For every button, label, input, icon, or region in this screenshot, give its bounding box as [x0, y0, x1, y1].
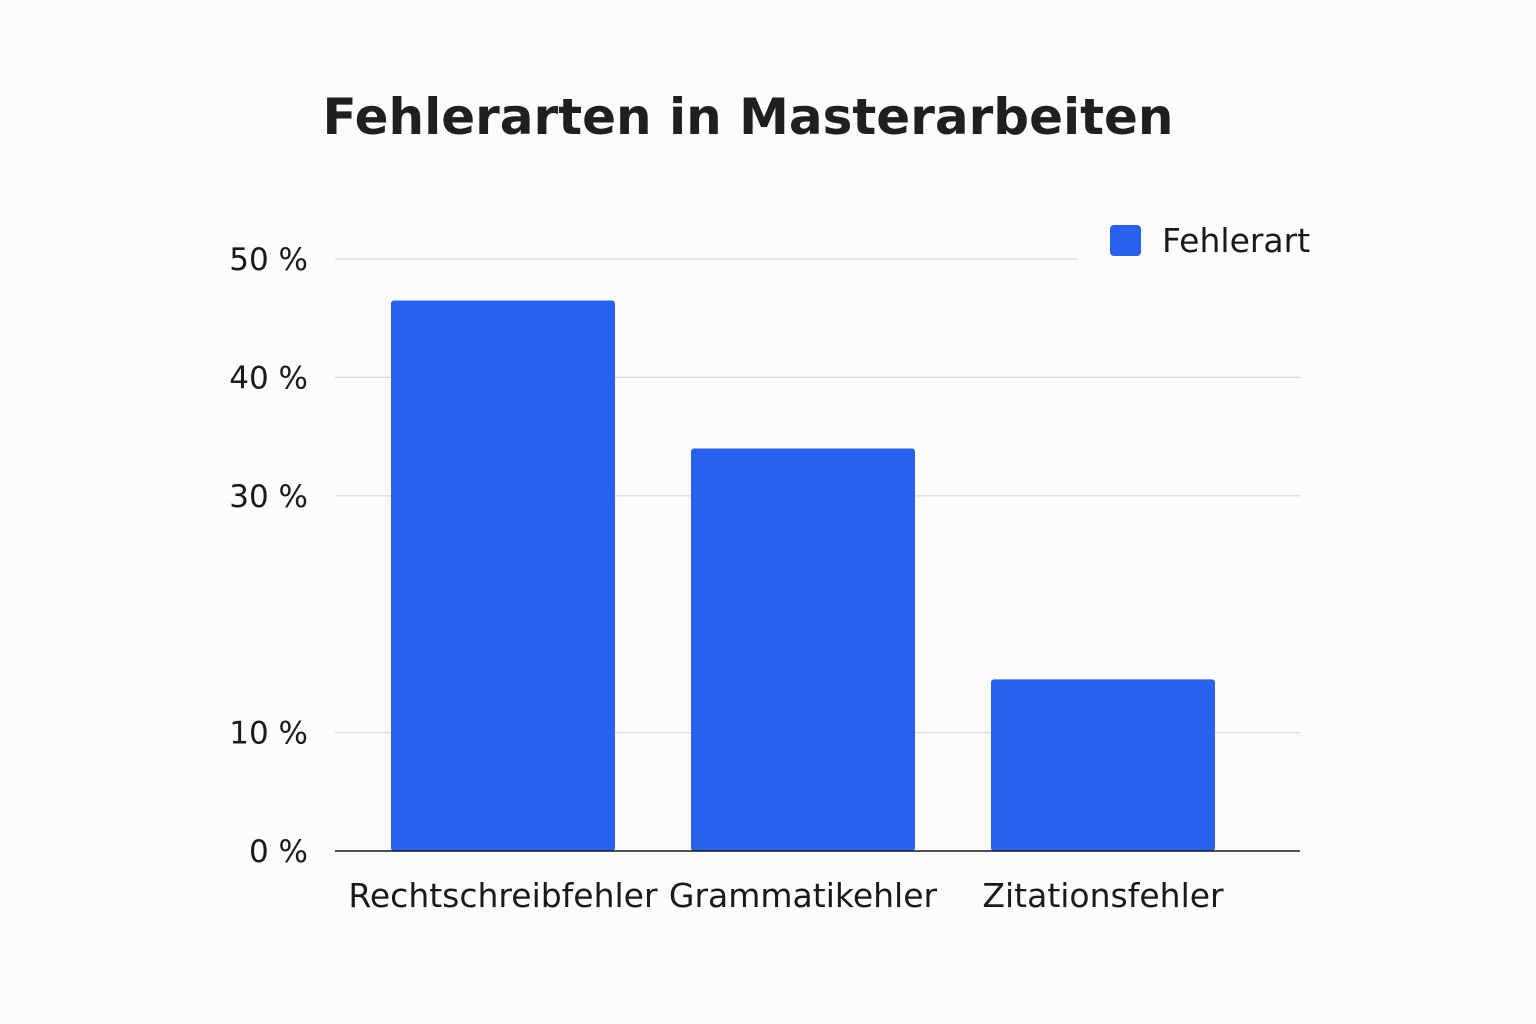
x-tick-label: Zitationsfehler	[982, 876, 1224, 915]
legend-swatch	[1110, 225, 1141, 256]
bar	[391, 300, 615, 851]
bar	[991, 679, 1215, 851]
bar	[691, 448, 915, 851]
x-tick-label: Rechtschreibfehler	[348, 876, 658, 915]
chart-title: Fehlerarten in Masterarbeiten	[322, 88, 1174, 146]
legend-label: Fehlerart	[1162, 221, 1310, 260]
y-tick-label: 40 %	[229, 360, 308, 396]
y-tick-label: 50 %	[229, 242, 308, 278]
x-tick-label: Grammatikehler	[669, 876, 938, 915]
y-tick-label: 0 %	[249, 834, 308, 870]
y-tick-label: 30 %	[229, 479, 308, 515]
y-tick-label: 10 %	[229, 716, 308, 752]
